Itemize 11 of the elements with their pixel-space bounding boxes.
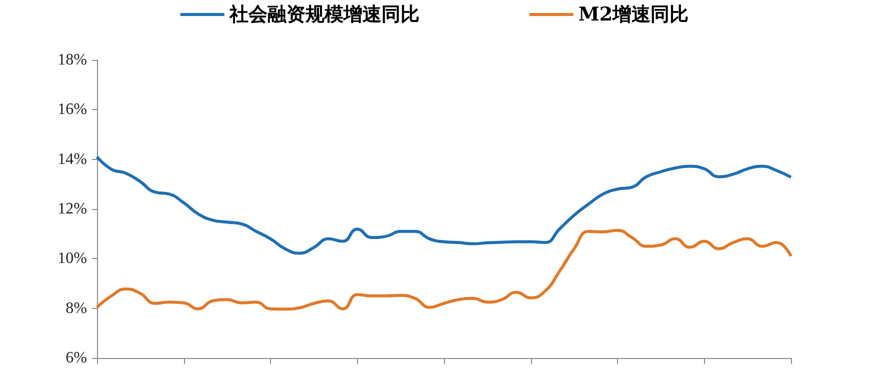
line-series bbox=[96, 155, 792, 255]
y-tick-label: 10% bbox=[58, 250, 87, 268]
y-tick-label: 12% bbox=[58, 200, 87, 218]
legend-label: M2增速同比 bbox=[578, 4, 689, 26]
y-tick-label: 18% bbox=[58, 52, 87, 68]
y-tick-label: 8% bbox=[66, 300, 87, 317]
y-tick-label: 14% bbox=[58, 150, 87, 168]
y-tick-label: 6% bbox=[66, 350, 87, 366]
y-tick-label: 16% bbox=[58, 101, 87, 118]
line-series bbox=[96, 228, 792, 311]
legend-label: 社会融资规模增速同比 bbox=[228, 4, 420, 26]
